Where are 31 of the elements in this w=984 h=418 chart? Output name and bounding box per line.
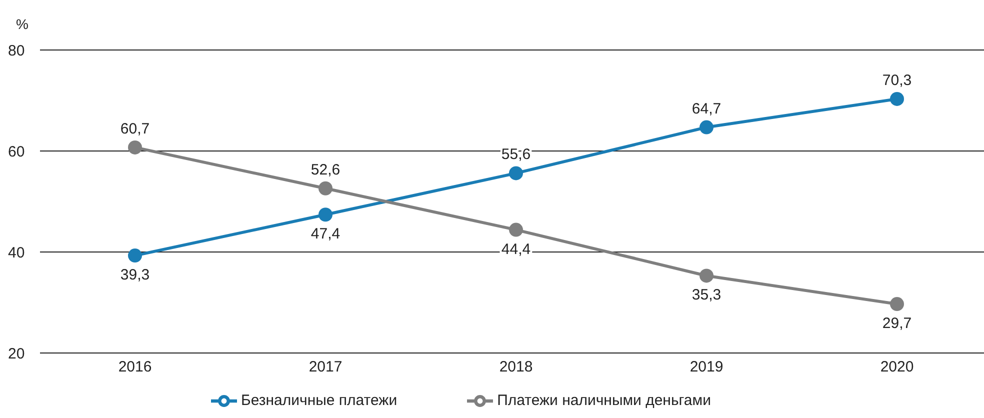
- x-tick-label: 2018: [499, 358, 533, 376]
- point: [890, 92, 904, 106]
- y-tick-label: 60: [8, 143, 25, 160]
- data-label: 47,4: [310, 226, 340, 243]
- data-label: 35,3: [692, 286, 722, 304]
- data-label: 60,7: [120, 120, 150, 138]
- point: [890, 297, 904, 312]
- data-label: 64,7: [692, 100, 722, 118]
- data-label: 55,6: [501, 146, 531, 164]
- point: [509, 222, 523, 237]
- legend-label: Безналичные платежи: [241, 392, 398, 409]
- point: [509, 166, 523, 180]
- y-tick-label: 40: [8, 244, 25, 262]
- point: [318, 181, 332, 196]
- data-label: 29,7: [882, 315, 912, 332]
- data-label: 52,6: [310, 161, 340, 178]
- point: [318, 208, 332, 222]
- y-tick-label: 80: [8, 42, 25, 60]
- point: [128, 140, 142, 154]
- y-tick-label: 20: [8, 345, 25, 362]
- data-label: 39,3: [120, 266, 150, 284]
- data-label: 70,3: [882, 72, 912, 89]
- point: [700, 120, 714, 134]
- legend-label: Платежи наличными деньгами: [497, 392, 711, 409]
- x-tick-label: 2019: [690, 358, 724, 376]
- x-tick-label: 2016: [118, 358, 152, 376]
- x-tick-label: 2020: [880, 358, 914, 376]
- y-axis-title: %: [16, 16, 28, 32]
- x-tick-label: 2017: [308, 358, 342, 376]
- point: [700, 268, 714, 283]
- point: [128, 248, 142, 263]
